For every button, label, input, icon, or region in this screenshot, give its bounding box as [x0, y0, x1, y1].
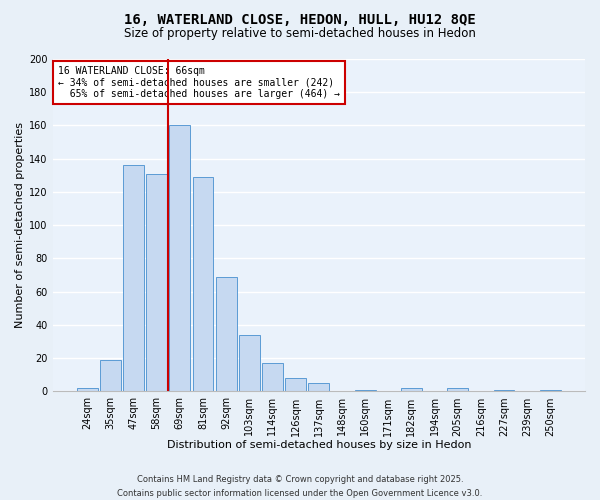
Text: Size of property relative to semi-detached houses in Hedon: Size of property relative to semi-detach…	[124, 28, 476, 40]
Bar	[239, 335, 260, 392]
Text: 16, WATERLAND CLOSE, HEDON, HULL, HU12 8QE: 16, WATERLAND CLOSE, HEDON, HULL, HU12 8…	[124, 12, 476, 26]
Bar	[169, 126, 190, 392]
Bar	[100, 360, 121, 392]
Bar	[77, 388, 98, 392]
Bar	[193, 177, 214, 392]
Bar	[448, 388, 468, 392]
Bar	[401, 388, 422, 392]
Bar	[262, 363, 283, 392]
Text: Contains HM Land Registry data © Crown copyright and database right 2025.
Contai: Contains HM Land Registry data © Crown c…	[118, 476, 482, 498]
Bar	[540, 390, 561, 392]
Bar	[494, 390, 514, 392]
Y-axis label: Number of semi-detached properties: Number of semi-detached properties	[15, 122, 25, 328]
X-axis label: Distribution of semi-detached houses by size in Hedon: Distribution of semi-detached houses by …	[167, 440, 471, 450]
Bar	[285, 378, 306, 392]
Bar	[123, 166, 144, 392]
Text: 16 WATERLAND CLOSE: 66sqm
← 34% of semi-detached houses are smaller (242)
  65% : 16 WATERLAND CLOSE: 66sqm ← 34% of semi-…	[58, 66, 340, 99]
Bar	[308, 383, 329, 392]
Bar	[146, 174, 167, 392]
Bar	[215, 277, 236, 392]
Bar	[355, 390, 376, 392]
